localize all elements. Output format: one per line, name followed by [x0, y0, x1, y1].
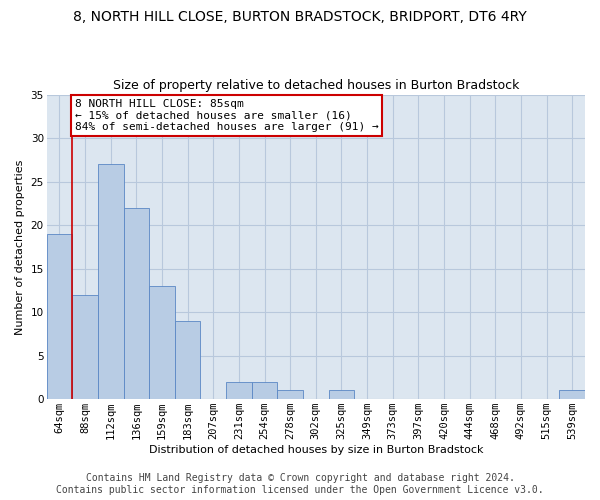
Text: Contains HM Land Registry data © Crown copyright and database right 2024.
Contai: Contains HM Land Registry data © Crown c…	[56, 474, 544, 495]
Bar	[47, 234, 72, 399]
Bar	[98, 164, 124, 399]
Text: 8, NORTH HILL CLOSE, BURTON BRADSTOCK, BRIDPORT, DT6 4RY: 8, NORTH HILL CLOSE, BURTON BRADSTOCK, B…	[73, 10, 527, 24]
Bar	[175, 321, 200, 399]
Bar	[149, 286, 175, 399]
Bar	[124, 208, 149, 399]
Bar	[72, 294, 98, 399]
X-axis label: Distribution of detached houses by size in Burton Bradstock: Distribution of detached houses by size …	[149, 445, 483, 455]
Y-axis label: Number of detached properties: Number of detached properties	[15, 159, 25, 334]
Bar	[226, 382, 251, 399]
Bar	[277, 390, 303, 399]
Bar	[559, 390, 585, 399]
Bar	[251, 382, 277, 399]
Title: Size of property relative to detached houses in Burton Bradstock: Size of property relative to detached ho…	[113, 79, 519, 92]
Bar	[329, 390, 354, 399]
Text: 8 NORTH HILL CLOSE: 85sqm
← 15% of detached houses are smaller (16)
84% of semi-: 8 NORTH HILL CLOSE: 85sqm ← 15% of detac…	[75, 99, 379, 132]
